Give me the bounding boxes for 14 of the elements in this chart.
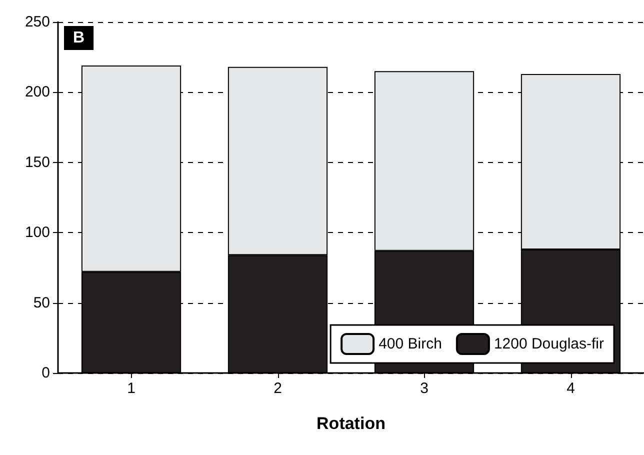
legend-label: 400 Birch	[378, 336, 442, 352]
y-tick-label: 250	[24, 14, 50, 30]
legend-label: 1200 Douglas-fir	[494, 336, 604, 352]
x-tick-label: 2	[274, 380, 282, 397]
x-tick-label: 1	[127, 380, 136, 397]
x-axis-title: Rotation	[316, 414, 386, 433]
annotation: B	[73, 30, 85, 46]
y-tick-label: 150	[24, 154, 50, 171]
y-tick-label: 50	[33, 294, 50, 312]
y-tick-label: 0	[42, 364, 50, 382]
x-tick-label: 3	[420, 380, 428, 397]
y-tick-label: 200	[24, 84, 50, 101]
y-tick-label: 100	[24, 224, 50, 242]
x-tick-label: 4	[566, 380, 575, 397]
